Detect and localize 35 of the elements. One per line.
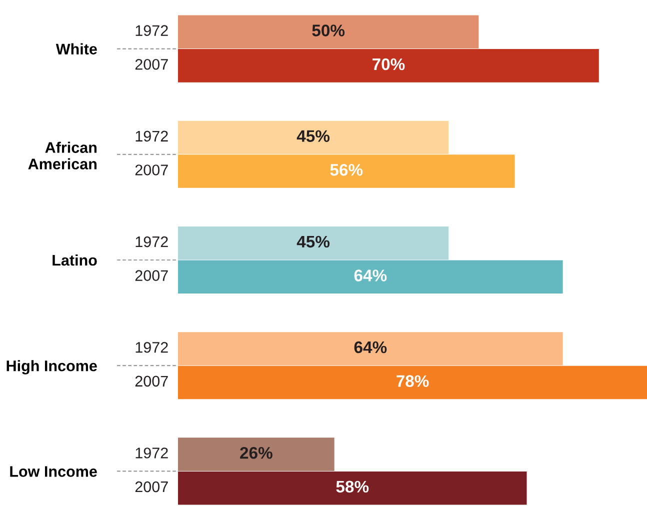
- data-label: 78%: [396, 375, 429, 387]
- text: 2007: [135, 164, 168, 176]
- series-label: 2007: [135, 58, 168, 70]
- y-tick-label: Low Income: [10, 466, 97, 477]
- data-label: 64%: [354, 270, 387, 282]
- data-label: 56%: [330, 164, 363, 176]
- y-tick-label: White: [56, 43, 97, 54]
- text: 1972: [136, 448, 168, 458]
- text: 2007: [135, 376, 168, 387]
- bar: [178, 154, 515, 188]
- text: 2007: [135, 270, 168, 281]
- bar: [178, 366, 647, 400]
- data-label: 64%: [354, 341, 387, 354]
- data-label: 45%: [296, 130, 330, 142]
- text: 2007: [135, 481, 168, 492]
- data-label: 70%: [372, 58, 405, 70]
- text: 1972: [136, 342, 168, 353]
- bar: [178, 332, 563, 366]
- bar: [178, 438, 334, 471]
- bar: [178, 120, 449, 154]
- bar: [178, 49, 599, 82]
- bar: [178, 226, 449, 260]
- data-label: 26%: [240, 446, 272, 459]
- text: 1972: [136, 236, 168, 248]
- y-tick-label: High Income: [6, 360, 97, 374]
- y-tick-label: African American: [28, 142, 96, 170]
- bar: [178, 260, 563, 294]
- data-label: 58%: [336, 480, 369, 493]
- y-tick-label: Latino: [52, 254, 97, 266]
- data-label: 45%: [296, 236, 330, 248]
- series-label: 1972: [136, 25, 168, 36]
- bar: [178, 471, 527, 505]
- bar: [178, 15, 479, 49]
- text: 1972: [136, 130, 168, 142]
- data-label: 50%: [312, 24, 345, 36]
